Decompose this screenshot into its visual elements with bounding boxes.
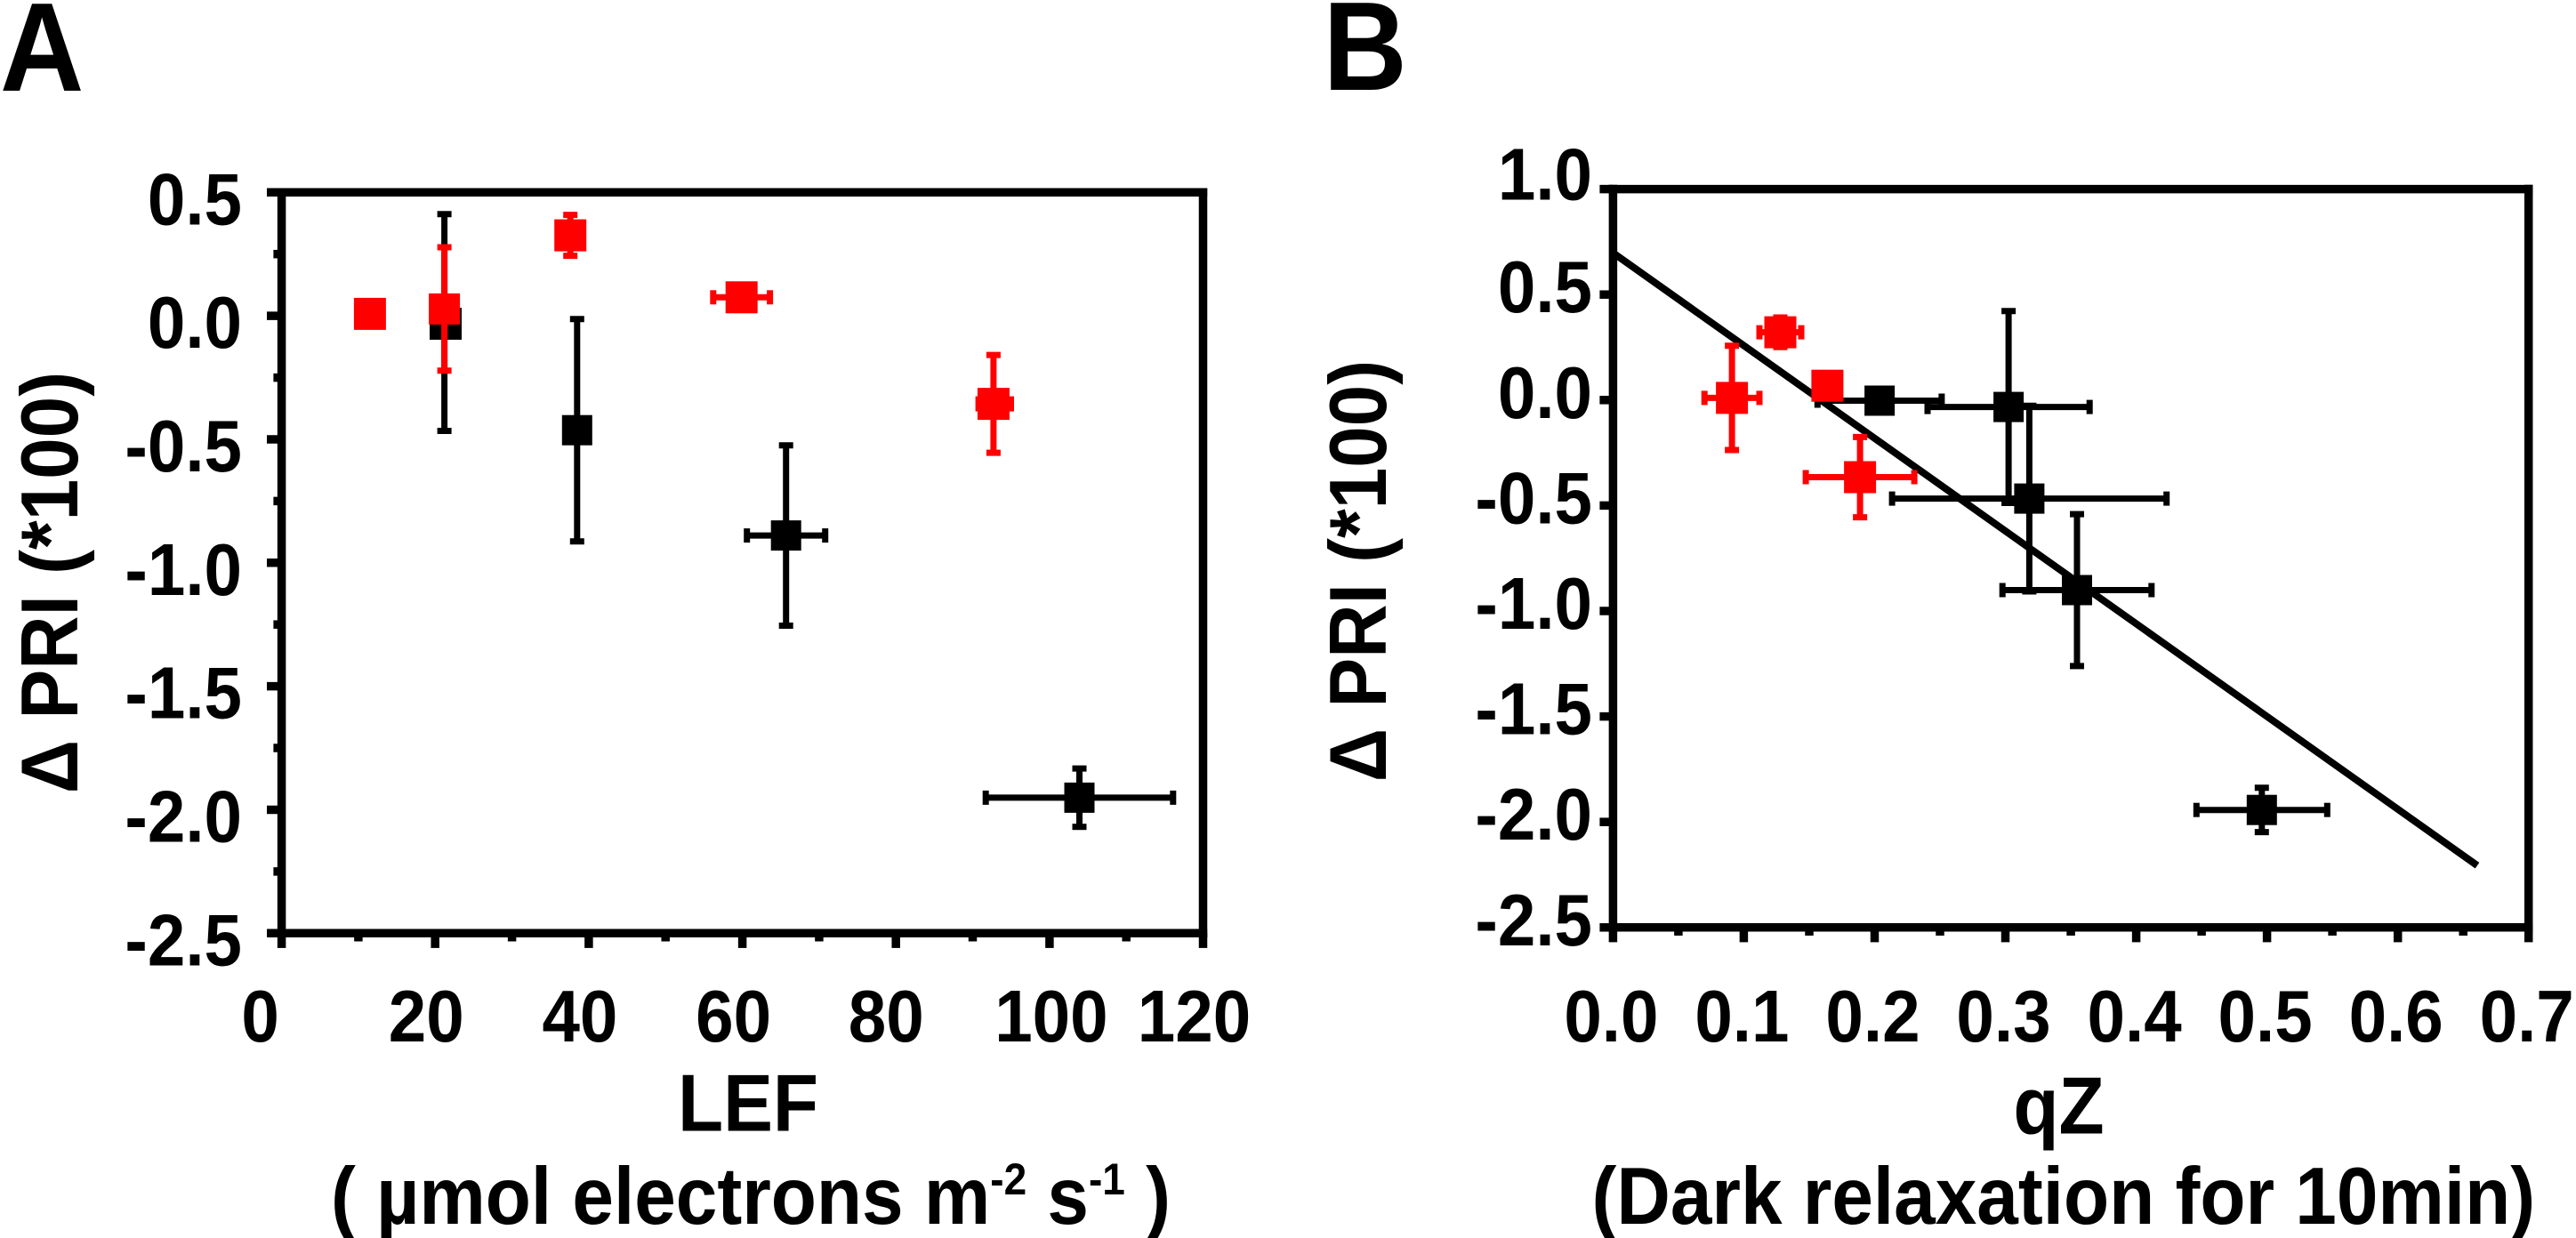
svg-text:20: 20: [389, 975, 464, 1057]
svg-text:60: 60: [696, 975, 771, 1057]
svg-text:0.2: 0.2: [1825, 975, 1920, 1057]
svg-text:(Dark relaxation for 10min): (Dark relaxation for 10min): [1592, 1151, 2536, 1238]
svg-text:-1.0: -1.0: [125, 528, 242, 611]
svg-text:80: 80: [849, 975, 924, 1057]
svg-text:qZ: qZ: [2013, 1060, 2104, 1151]
svg-text:0.3: 0.3: [1956, 975, 2050, 1057]
svg-text:Δ PRI (*100): Δ PRI (*100): [1313, 360, 1404, 782]
svg-text:B: B: [1324, 0, 1407, 117]
svg-text:0: 0: [241, 975, 278, 1057]
svg-text:0.0: 0.0: [1498, 351, 1592, 434]
svg-text:Δ PRI (*100): Δ PRI (*100): [4, 372, 95, 793]
svg-text:-2.0: -2.0: [125, 776, 242, 858]
svg-text:-2.5: -2.5: [125, 898, 242, 981]
svg-text:-0.5: -0.5: [125, 405, 242, 487]
svg-text:-2.5: -2.5: [1475, 879, 1592, 961]
svg-text:0.1: 0.1: [1695, 975, 1789, 1057]
svg-text:-1.5: -1.5: [125, 652, 242, 735]
svg-text:40: 40: [542, 975, 617, 1057]
svg-text:1.0: 1.0: [1498, 133, 1592, 216]
svg-text:( µmol electrons m-2 s-1 ): ( µmol electrons m-2 s-1 ): [331, 1151, 1171, 1238]
svg-text:0.4: 0.4: [2088, 975, 2182, 1057]
svg-text:-2.0: -2.0: [1475, 773, 1592, 856]
svg-text:-1.0: -1.0: [1475, 562, 1592, 645]
svg-text:-1.5: -1.5: [1475, 668, 1592, 751]
svg-text:120: 120: [1138, 975, 1251, 1057]
svg-text:100: 100: [994, 975, 1107, 1057]
svg-text:0.0: 0.0: [1564, 975, 1658, 1057]
svg-text:0.7: 0.7: [2480, 975, 2574, 1057]
svg-text:0.0: 0.0: [148, 281, 242, 364]
svg-text:0.6: 0.6: [2349, 975, 2443, 1057]
svg-text:LEF: LEF: [678, 1057, 818, 1148]
svg-text:0.5: 0.5: [148, 157, 242, 240]
svg-text:0.5: 0.5: [1498, 245, 1592, 328]
svg-text:A: A: [0, 0, 84, 117]
svg-text:0.5: 0.5: [2218, 975, 2313, 1057]
svg-text:-0.5: -0.5: [1475, 456, 1592, 539]
